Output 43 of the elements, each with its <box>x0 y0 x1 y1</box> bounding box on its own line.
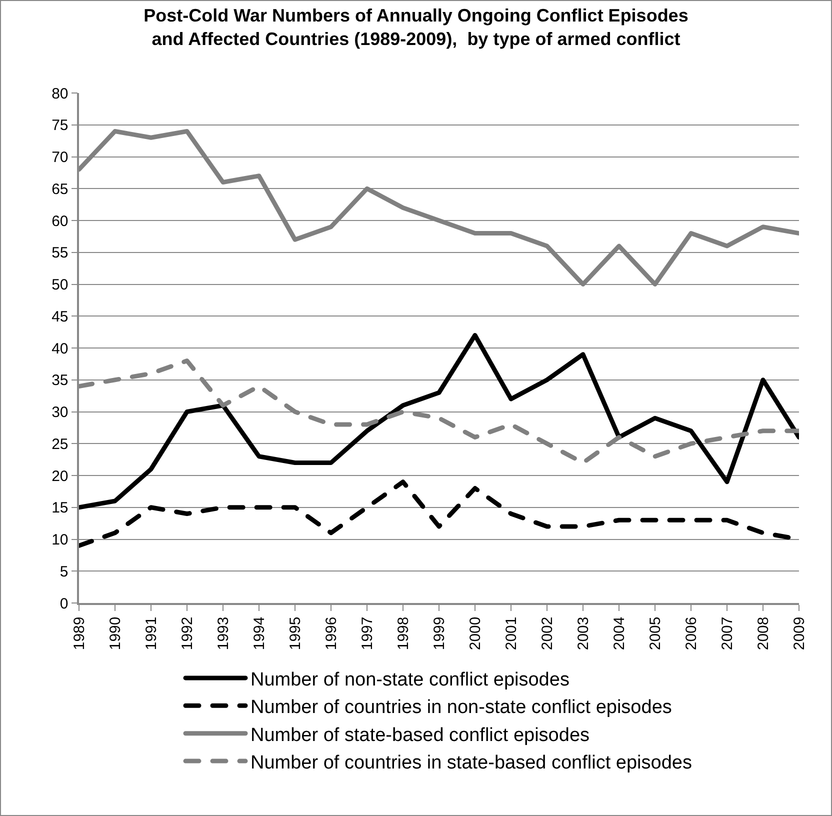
x-tick-label: 2003 <box>574 616 592 650</box>
y-tick-label: 20 <box>52 468 68 485</box>
x-tick-label: 1994 <box>250 616 268 650</box>
x-tick-label: 2004 <box>610 616 628 650</box>
y-tick-label: 50 <box>52 276 68 294</box>
x-tick-label: 2005 <box>646 616 664 650</box>
y-tick-label: 15 <box>52 500 68 517</box>
x-tick-label: 2008 <box>754 616 772 650</box>
x-tick-label: 1991 <box>142 616 160 650</box>
y-tick-label: 75 <box>52 117 68 134</box>
y-tick-label: 70 <box>52 149 68 166</box>
x-tick-label: 2002 <box>538 616 556 650</box>
y-tick-label: 65 <box>52 180 68 198</box>
x-tick-label: 1997 <box>358 616 376 650</box>
y-tick-label: 80 <box>52 85 68 102</box>
x-tick-label: 1990 <box>106 616 124 650</box>
x-tick-label: 1992 <box>178 616 196 650</box>
x-tick-label: 2009 <box>790 616 808 650</box>
legend-label: Number of state-based conflict episodes <box>250 724 590 746</box>
y-tick-label: 55 <box>52 244 68 262</box>
x-tick-label: 1993 <box>214 616 232 650</box>
legend-label: Number of non-state conflict episodes <box>250 669 570 690</box>
x-tick-label: 2007 <box>718 616 736 650</box>
x-tick-label: 2000 <box>466 616 484 650</box>
x-tick-label: 2001 <box>502 616 520 650</box>
legend-label: Number of countries in state-based conflict episodes <box>250 752 692 774</box>
legend-label: Number of countries in non-state conflict episodes <box>250 697 672 718</box>
y-tick-label: 60 <box>52 212 68 230</box>
x-tick-label: 1995 <box>286 616 304 650</box>
y-tick-label: 40 <box>52 340 68 358</box>
x-tick-label: 1996 <box>322 616 340 650</box>
y-tick-label: 35 <box>52 372 68 390</box>
y-tick-label: 30 <box>52 404 68 421</box>
y-tick-label: 10 <box>52 532 68 548</box>
y-tick-label: 0 <box>60 595 68 612</box>
x-tick-label: 1989 <box>70 616 88 650</box>
y-tick-label: 5 <box>60 563 68 580</box>
x-tick-label: 1998 <box>394 616 412 650</box>
x-tick-label: 1999 <box>430 616 448 650</box>
x-tick-label: 2006 <box>682 616 700 650</box>
y-tick-label: 45 <box>52 308 68 326</box>
chart-title: Post-Cold War Numbers of Annually Ongoing Conflict Episodes and Affected Countries (1989-2009), by type of armed conflict <box>144 5 688 49</box>
y-tick-label: 25 <box>52 436 68 453</box>
